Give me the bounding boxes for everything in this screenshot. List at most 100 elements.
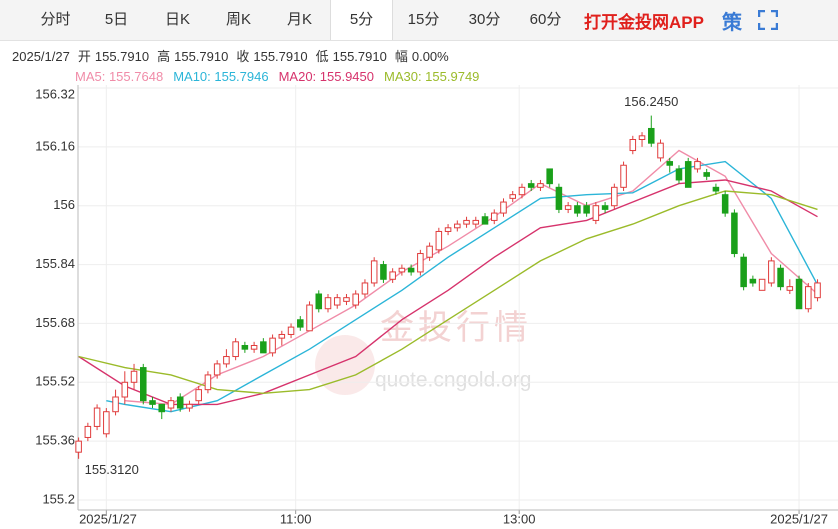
x-tick-label: 2025/1/27 xyxy=(770,511,828,526)
candle-body xyxy=(398,267,406,273)
legend-item: MA5: 155.7648 xyxy=(75,69,163,84)
candle-body xyxy=(426,245,433,258)
tab[interactable]: 日K xyxy=(164,11,190,28)
candle-body xyxy=(121,381,129,398)
candle-body xyxy=(130,370,138,383)
tab[interactable]: 30分 xyxy=(468,11,501,28)
tab-bar: 分时 5日 日K 周K 月K 5分 15分 30分 60分 打开金投网APP 策 xyxy=(0,0,838,41)
tab[interactable]: 15分 xyxy=(407,11,440,28)
info-label: 高 xyxy=(157,49,170,64)
fullscreen-icon[interactable] xyxy=(757,10,778,30)
candle-body xyxy=(407,267,415,273)
candle-body xyxy=(435,230,443,251)
candle-body xyxy=(583,205,590,214)
candle-body xyxy=(444,227,452,232)
x-tick-label: 2025/1/27 xyxy=(79,511,137,526)
candle-body xyxy=(731,212,738,255)
candle-body xyxy=(204,374,212,391)
tab[interactable]: 月K xyxy=(286,11,312,28)
candle-body xyxy=(463,219,470,225)
legend-item: MA10: 155.7946 xyxy=(173,69,268,84)
tab[interactable]: 分时 xyxy=(40,11,71,28)
candle-body xyxy=(250,345,258,350)
candle-body xyxy=(564,205,572,210)
candle-body xyxy=(666,161,674,166)
candle-body xyxy=(297,319,304,328)
tab[interactable]: 5日 xyxy=(104,11,129,28)
candle-body xyxy=(472,219,480,225)
y-tick-label: 156 xyxy=(53,197,75,212)
candle-body xyxy=(703,172,710,177)
candle-body xyxy=(518,186,526,196)
candle-body xyxy=(232,341,239,358)
app-link[interactable]: 打开金投网APP xyxy=(584,12,704,32)
candle-body xyxy=(241,345,249,350)
y-tick-label: 155.84 xyxy=(35,256,75,271)
candle-body xyxy=(629,139,637,152)
legend-item: MA20: 155.9450 xyxy=(279,69,374,84)
candle-body xyxy=(546,168,553,185)
candle-body xyxy=(712,186,720,192)
candle-body xyxy=(509,194,516,199)
candle-body xyxy=(112,396,119,413)
ma-line xyxy=(78,179,818,406)
candle-body xyxy=(758,278,766,291)
candle-body xyxy=(167,400,175,409)
tab[interactable]: 5分 xyxy=(330,0,393,40)
candle-body xyxy=(380,264,387,280)
info-value: 155.7910 xyxy=(95,49,149,64)
watermark: quote.cngold.org xyxy=(375,369,531,392)
candle-body xyxy=(223,356,230,365)
candle-body xyxy=(500,201,507,214)
legend-item: MA30: 155.9749 xyxy=(384,69,479,84)
info-label: 幅 xyxy=(395,49,408,64)
candle-body xyxy=(527,183,535,188)
candle-body xyxy=(721,194,729,214)
candle-body xyxy=(93,407,101,427)
y-tick-label: 156.16 xyxy=(35,138,75,153)
candle-body xyxy=(149,400,156,405)
candle-body xyxy=(84,425,92,438)
low-label: 155.3120 xyxy=(85,462,139,477)
candle-body xyxy=(75,440,82,453)
x-tick-label: 11:00 xyxy=(280,511,312,526)
candle-body xyxy=(814,282,821,299)
candle-body xyxy=(352,293,359,306)
candle-body xyxy=(315,293,323,310)
candle-body xyxy=(213,363,221,376)
tab[interactable]: 周K xyxy=(225,11,251,28)
candle-body xyxy=(195,389,202,402)
candle-body xyxy=(278,333,286,339)
candle-body xyxy=(638,135,646,140)
candle-body xyxy=(657,142,664,159)
candle-body xyxy=(694,161,701,170)
ma-line xyxy=(78,190,818,395)
y-tick-label: 156.32 xyxy=(35,86,75,101)
candle-body xyxy=(343,297,350,302)
info-value: 0.00% xyxy=(412,49,449,64)
candle-body xyxy=(749,278,757,284)
candle-body xyxy=(768,260,775,284)
candle-body xyxy=(140,367,147,402)
info-value: 155.7910 xyxy=(174,49,228,64)
candle-body xyxy=(786,286,794,291)
candle-body xyxy=(454,223,461,229)
candle-body xyxy=(805,286,812,310)
candle-body xyxy=(158,403,166,413)
info-row: 2025/1/27 开 155.7910 高 155.7910 收 155.7910 低 155… xyxy=(12,49,449,64)
candle-body xyxy=(795,278,803,310)
tab[interactable]: 60分 xyxy=(529,11,562,28)
candle-body xyxy=(675,168,683,181)
candle-body xyxy=(370,260,378,284)
candle-body xyxy=(648,127,655,144)
candle-body xyxy=(611,186,618,207)
candle-body xyxy=(333,297,341,306)
y-tick-label: 155.36 xyxy=(35,433,75,448)
strategy-icon[interactable]: 策 xyxy=(721,11,742,34)
ma-line xyxy=(124,149,818,406)
candle-body xyxy=(361,282,369,295)
candle-body xyxy=(601,205,609,210)
candle-body xyxy=(417,253,424,273)
info-label: 开 xyxy=(78,49,91,64)
candle-body xyxy=(740,256,747,288)
